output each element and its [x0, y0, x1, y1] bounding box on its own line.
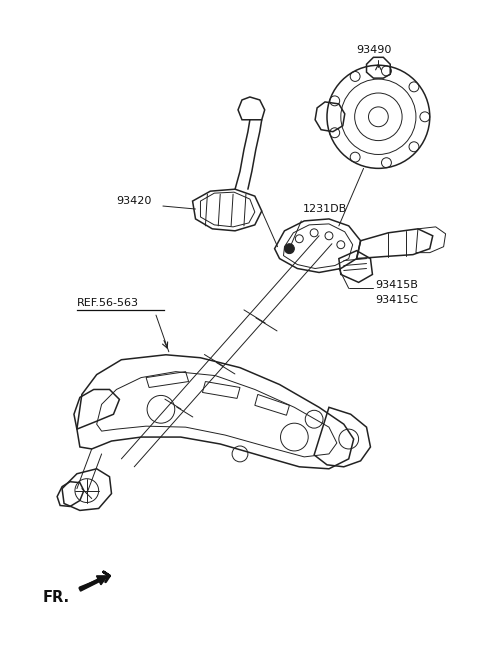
Circle shape [285, 244, 294, 253]
Text: 93415B: 93415B [375, 280, 418, 290]
Text: 93415C: 93415C [375, 295, 419, 305]
Text: 93420: 93420 [117, 196, 152, 206]
Text: 93490: 93490 [357, 45, 392, 55]
Text: FR.: FR. [42, 590, 70, 605]
Text: REF.56-563: REF.56-563 [77, 298, 139, 308]
Text: 1231DB: 1231DB [303, 204, 348, 214]
FancyArrow shape [79, 576, 108, 591]
